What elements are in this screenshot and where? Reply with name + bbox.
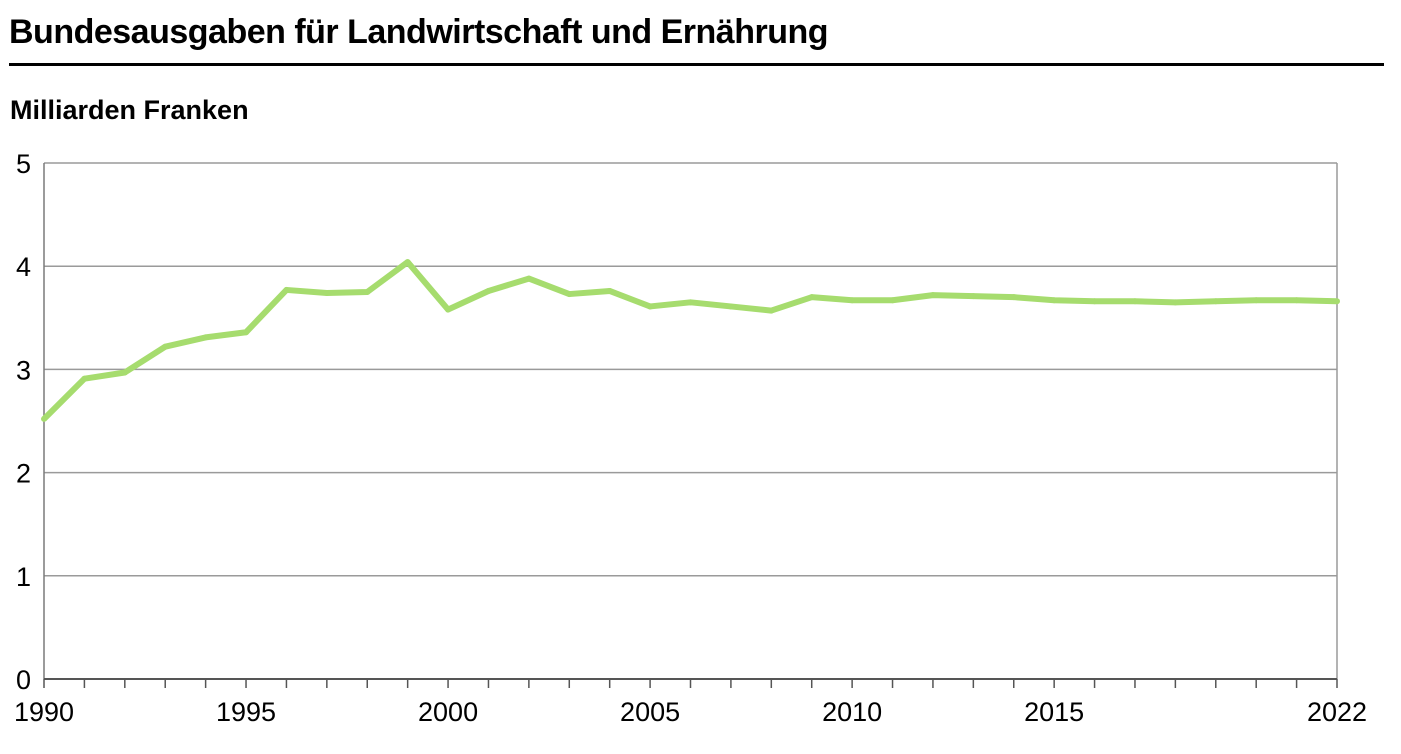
data-point (323, 290, 330, 297)
data-point (364, 289, 371, 295)
series-line (41, 259, 1338, 422)
data-point (1334, 298, 1340, 305)
data-point (445, 306, 452, 313)
gridlines (44, 162, 1337, 577)
x-tick-label: 2022 (1307, 697, 1367, 727)
data-point (1131, 298, 1138, 305)
data-point (1010, 294, 1017, 301)
data-point (1091, 298, 1098, 305)
data-point (647, 303, 654, 310)
data-point (1293, 297, 1300, 304)
y-tick-label: 4 (16, 252, 31, 282)
data-point (121, 369, 128, 376)
y-axis-unit-label: Milliarden Franken (10, 95, 249, 125)
data-point (808, 294, 815, 301)
x-tick-label: 2010 (822, 697, 882, 727)
data-point (1212, 298, 1219, 305)
data-point (243, 329, 250, 336)
data-point (889, 297, 896, 304)
y-tick-label: 0 (16, 665, 31, 695)
title-rule (9, 63, 1384, 66)
y-tick-label: 1 (16, 562, 31, 592)
data-point (404, 259, 411, 266)
series-layer (41, 259, 1340, 422)
data-point (202, 334, 209, 341)
data-point (727, 303, 734, 310)
y-tick-label: 2 (16, 459, 31, 489)
data-point (606, 287, 613, 294)
data-point (41, 415, 47, 422)
x-tick-label: 2005 (620, 697, 680, 727)
y-tick-label: 5 (16, 149, 31, 179)
data-point (849, 297, 856, 304)
x-tick-label: 1990 (14, 697, 74, 727)
data-point (566, 291, 573, 298)
data-point (1051, 297, 1058, 304)
data-point (162, 343, 169, 350)
data-point (768, 307, 775, 314)
axes (43, 163, 1338, 688)
data-point (929, 292, 936, 299)
data-point (525, 275, 532, 282)
x-tick-label: 2000 (418, 697, 478, 727)
y-tick-label: 3 (16, 355, 31, 385)
chart-title: Bundesausgaben für Landwirtschaft und Er… (9, 13, 829, 51)
data-point (1253, 297, 1260, 304)
data-point (970, 293, 977, 300)
x-tick-label: 2015 (1024, 697, 1084, 727)
data-point (1172, 299, 1179, 306)
data-point (81, 375, 88, 382)
data-point (687, 299, 694, 306)
data-point (283, 286, 290, 293)
tick-labels: 0 1 2 3 4 5 1990 1995 2000 2005 2010 2015 2022 (14, 149, 1367, 727)
x-tick-label: 1995 (216, 697, 276, 727)
data-point (485, 287, 492, 294)
